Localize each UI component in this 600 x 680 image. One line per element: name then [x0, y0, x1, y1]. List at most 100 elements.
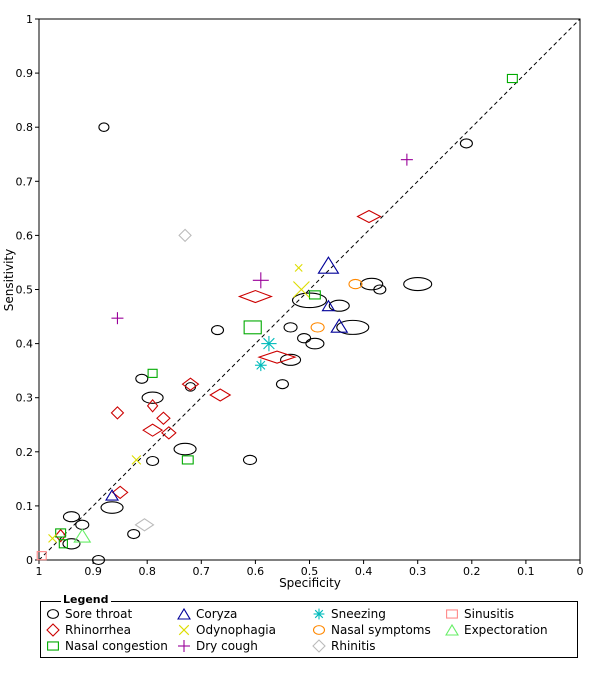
point-dry-cough [111, 312, 124, 325]
point-sore-throat [62, 538, 81, 550]
x-tick-label: 0.7 [193, 565, 211, 578]
x-axis-title: Specificity [279, 576, 341, 590]
legend-marker-odynophagia [178, 624, 190, 636]
point-rhinorrhea [356, 209, 382, 224]
point-sore-throat [127, 528, 141, 540]
point-sore-throat [275, 379, 290, 390]
x-tick-label: 0.3 [409, 565, 427, 578]
point-sore-throat [173, 442, 197, 456]
legend-item-rhinorrhea: Rhinorrhea [45, 622, 131, 638]
legend-label: Nasal congestion [65, 639, 168, 653]
legend-swatch-rhinorrhea [46, 623, 60, 637]
point-sore-throat [328, 299, 350, 312]
legend-item-odynophagia: Odynophagia [176, 622, 276, 638]
legend-marker-sore-throat [46, 609, 60, 619]
point-sore-throat [305, 337, 325, 350]
point-coryza [317, 256, 340, 274]
legend-marker-sinusitis [446, 609, 458, 619]
point-rhinitis [178, 228, 192, 243]
point-sore-throat [91, 554, 106, 566]
legend-item-expectoration: Expectoration [444, 622, 548, 638]
y-tick-label: 0.2 [16, 446, 34, 459]
point-nasal-congestion [55, 528, 67, 538]
legend: Legend Sore throat Coryza Sneezing Sinusiti… [40, 593, 578, 658]
point-rhinorrhea [110, 406, 125, 420]
point-dry-cough [252, 272, 269, 289]
point-coryza [321, 299, 336, 312]
legend-label: Nasal symptoms [331, 623, 431, 637]
y-tick-label: 0.3 [16, 392, 34, 405]
y-tick-label: 0.9 [16, 67, 34, 80]
legend-item-nasal-symptoms: Nasal symptoms [311, 622, 431, 638]
point-sore-throat [459, 138, 473, 149]
x-tick-label: 0.4 [355, 565, 373, 578]
legend-swatch-odynophagia [178, 624, 190, 636]
legend-swatch-coryza [177, 607, 191, 620]
x-tick-label: 0 [577, 565, 584, 578]
point-sore-throat [146, 455, 160, 467]
x-tick-label: 0.1 [517, 565, 535, 578]
point-sore-throat [336, 319, 370, 335]
legend-marker-rhinitis [312, 639, 326, 653]
legend-label: Odynophagia [196, 623, 276, 637]
point-sinusitis [36, 551, 47, 561]
legend-title: Legend [61, 593, 111, 606]
point-rhinitis [134, 518, 155, 532]
legend-swatch-nasal-congestion [47, 641, 59, 651]
legend-item-dry-cough: Dry cough [176, 638, 258, 654]
legend-label: Coryza [196, 607, 238, 621]
point-rhinorrhea [146, 398, 159, 413]
roc-scatter-chart: 1 0.9 0.8 0.7 0.6 0.5 0.4 0.3 0.2 0.1 0 0 0.1 0.2 0.3… [2, 13, 584, 590]
point-rhinorrhea [111, 485, 129, 500]
y-tick-label: 0.5 [16, 284, 34, 297]
legend-marker-sneezing [313, 608, 325, 620]
point-sore-throat [98, 122, 110, 132]
legend-label: Sinusitis [464, 607, 515, 621]
point-odynophagia [131, 455, 142, 465]
legend-swatch-sneezing [313, 608, 325, 620]
legend-item-nasal-congestion: Nasal congestion [45, 638, 168, 654]
point-sore-throat [100, 501, 124, 514]
legend-label: Expectoration [464, 623, 548, 637]
legend-marker-coryza [177, 607, 191, 620]
point-coryza [330, 318, 349, 333]
point-nasal-congestion [243, 320, 262, 335]
y-tick-label: 0.7 [16, 175, 34, 188]
legend-swatch-dry-cough [178, 640, 190, 652]
legend-marker-expectoration [445, 623, 459, 636]
point-sore-throat [210, 325, 225, 336]
x-tick-label: 0.9 [84, 565, 102, 578]
point-rhinorrhea [160, 426, 177, 440]
point-nasal-symptoms [348, 278, 363, 290]
legend-swatch-sinusitis [446, 609, 458, 619]
point-sore-throat [242, 454, 258, 466]
point-nasal-congestion [181, 455, 194, 465]
legend-item-sore-throat: Sore throat [45, 606, 132, 622]
point-sore-throat [62, 511, 81, 523]
point-nasal-congestion [147, 368, 158, 378]
point-dry-cough [400, 153, 413, 166]
point-sore-throat [360, 277, 384, 291]
point-odynophagia [48, 533, 57, 543]
legend-swatch-nasal-symptoms [312, 625, 326, 635]
y-tick-label: 0 [26, 554, 33, 567]
point-sore-throat [75, 519, 90, 531]
point-sore-throat [403, 277, 433, 292]
point-sneezing [261, 335, 277, 352]
y-axis-title: Sensitivity [2, 249, 16, 311]
legend-marker-rhinorrhea [46, 623, 60, 637]
x-tick-label: 0.2 [463, 565, 481, 578]
legend-item-sinusitis: Sinusitis [444, 606, 514, 622]
legend-swatch-expectoration [445, 623, 459, 636]
point-rhinorrhea [142, 423, 164, 437]
point-rhinorrhea [257, 350, 297, 364]
legend-label: Rhinitis [331, 639, 376, 653]
point-nasal-congestion [308, 290, 321, 300]
point-expectoration [73, 528, 92, 543]
diagonal-reference-line [38, 18, 581, 561]
point-sneezing [254, 359, 267, 372]
legend-marker-dry-cough [178, 640, 190, 652]
y-tick-label: 0.4 [16, 338, 34, 351]
point-rhinorrhea [237, 289, 273, 304]
point-sore-throat [297, 333, 312, 344]
